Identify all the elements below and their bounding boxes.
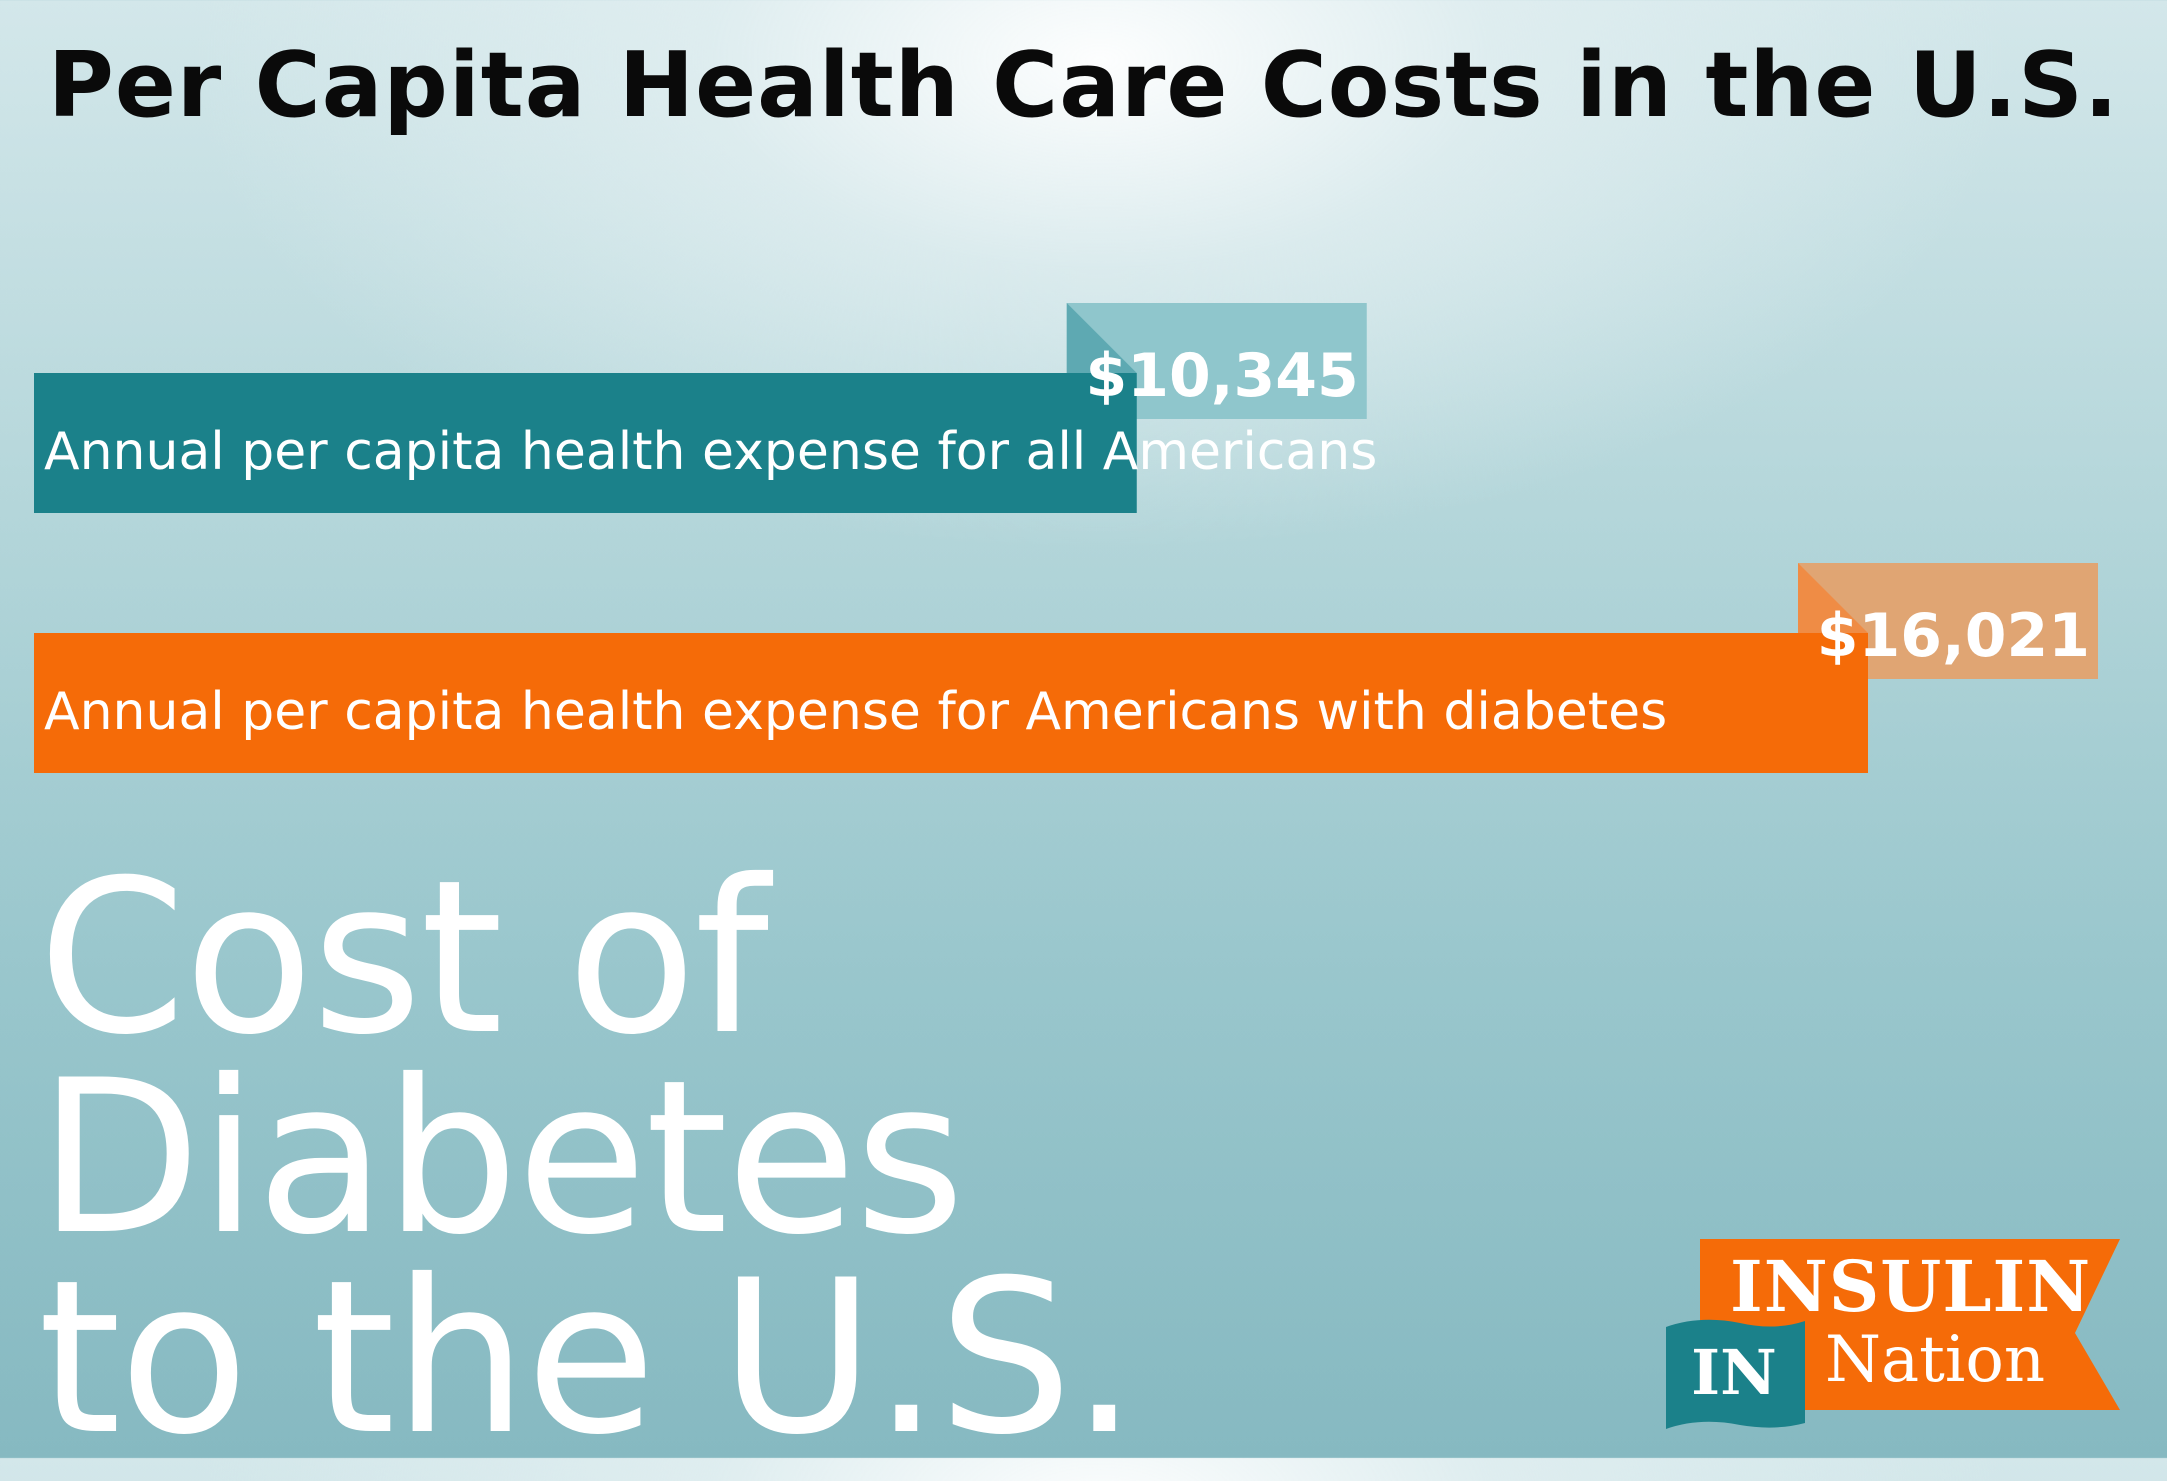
logo-word-nation: Nation <box>1825 1323 2046 1397</box>
bar-1 <box>34 373 1137 513</box>
ribbon-fold-1 <box>1066 303 1137 373</box>
insulin-nation-logo: INSULIN Nation IN <box>1660 1235 2125 1435</box>
value-label-2: $16,021 <box>1817 601 2090 671</box>
chart-title: Per Capita Health Care Costs in the U.S. <box>47 33 2120 138</box>
ribbon-fold-2 <box>1798 563 1868 633</box>
headline: Cost of Diabetes to the U.S. <box>38 834 1338 1481</box>
headline-line-3: to the U.S. <box>38 1234 1138 1481</box>
logo-word-insulin: INSULIN <box>1730 1245 2092 1328</box>
value-label-1: $10,345 <box>1085 341 1358 411</box>
bar-label-1: Annual per capita health expense for all… <box>44 422 1377 482</box>
headline-line-1: Cost of <box>38 834 769 1081</box>
logo-shape <box>1666 1239 2120 1429</box>
logo-badge-in: IN <box>1691 1336 1777 1409</box>
headline-line-2: Diabetes <box>38 1034 965 1281</box>
bar-chart: Annual per capita health expense for all… <box>34 303 2098 773</box>
bar-2 <box>34 633 1868 773</box>
bar-label-2: Annual per capita health expense for Ame… <box>44 682 1667 742</box>
logo-teal-flag <box>1666 1319 1805 1429</box>
